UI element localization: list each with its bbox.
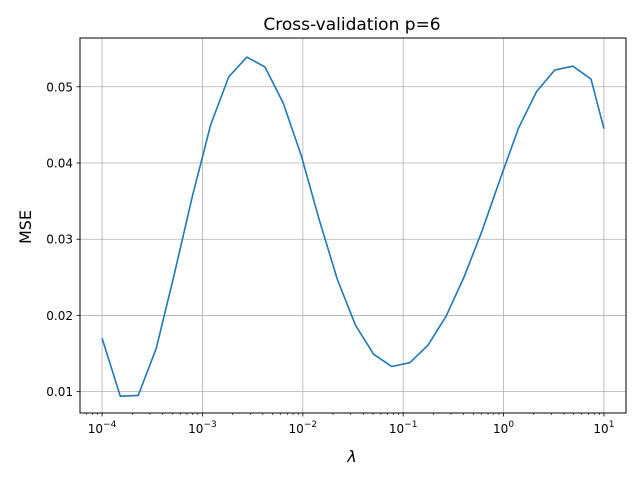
x-axis-label: λ bbox=[346, 447, 356, 466]
y-tick-label: 0.02 bbox=[46, 309, 73, 323]
x-axis-ticks: 10−4 10−3 10−2 10−1 100 101 bbox=[86, 413, 614, 436]
plot-frame bbox=[79, 37, 627, 414]
x-tick-label: 10−1 bbox=[389, 420, 418, 436]
chart-title: Cross-validation p=6 bbox=[263, 15, 440, 35]
grid-lines bbox=[80, 38, 626, 413]
x-tick-label: 100 bbox=[493, 420, 514, 436]
y-tick-label: 0.04 bbox=[46, 157, 73, 171]
y-tick-label: 0.01 bbox=[46, 385, 73, 399]
y-axis-ticks: 0.01 0.02 0.03 0.04 0.05 bbox=[46, 80, 80, 399]
y-tick-label: 0.05 bbox=[46, 80, 73, 94]
y-tick-label: 0.03 bbox=[46, 233, 73, 247]
x-tick-label: 10−3 bbox=[188, 420, 217, 436]
y-axis-label: MSE bbox=[16, 210, 35, 244]
series-line bbox=[101, 56, 605, 398]
x-tick-label: 10−2 bbox=[289, 420, 318, 436]
x-tick-label: 101 bbox=[593, 420, 614, 436]
series-group bbox=[101, 56, 605, 398]
x-tick-label: 10−4 bbox=[88, 420, 117, 436]
